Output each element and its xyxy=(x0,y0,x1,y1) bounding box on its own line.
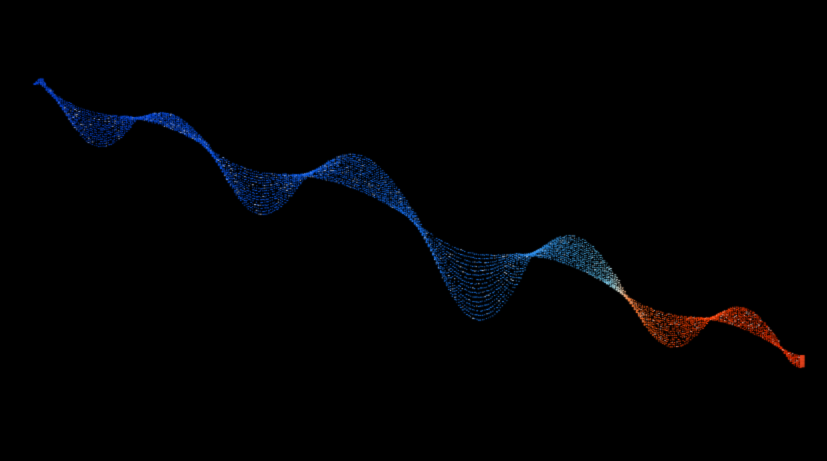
wave-ribbon-canvas xyxy=(0,0,827,461)
figure-background xyxy=(0,0,827,461)
